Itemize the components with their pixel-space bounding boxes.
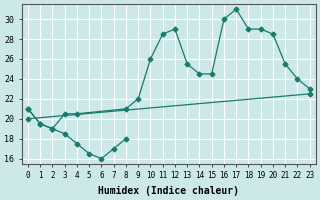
X-axis label: Humidex (Indice chaleur): Humidex (Indice chaleur) bbox=[98, 186, 239, 196]
